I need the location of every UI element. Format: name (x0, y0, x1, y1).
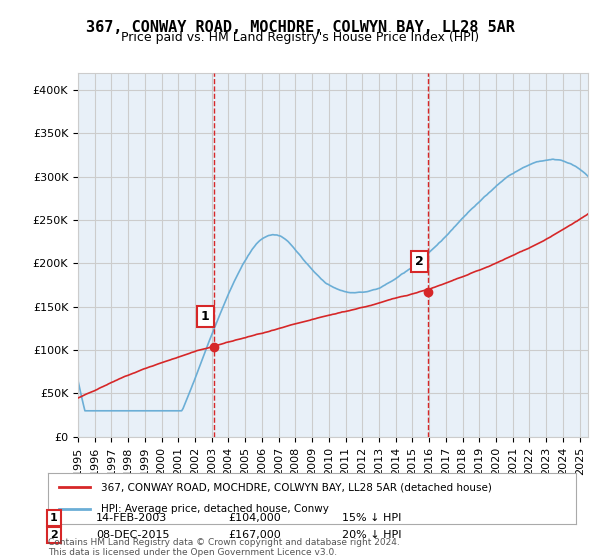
Text: £167,000: £167,000 (228, 530, 281, 540)
Text: Contains HM Land Registry data © Crown copyright and database right 2024.
This d: Contains HM Land Registry data © Crown c… (48, 538, 400, 557)
Text: 08-DEC-2015: 08-DEC-2015 (96, 530, 170, 540)
Text: Price paid vs. HM Land Registry's House Price Index (HPI): Price paid vs. HM Land Registry's House … (121, 31, 479, 44)
Text: HPI: Average price, detached house, Conwy: HPI: Average price, detached house, Conw… (101, 505, 329, 515)
Text: £104,000: £104,000 (228, 513, 281, 523)
Text: 1: 1 (201, 310, 210, 323)
Text: 20% ↓ HPI: 20% ↓ HPI (342, 530, 401, 540)
Text: 2: 2 (50, 530, 58, 540)
Text: 1: 1 (50, 513, 58, 523)
Text: 14-FEB-2003: 14-FEB-2003 (96, 513, 167, 523)
Text: 367, CONWAY ROAD, MOCHDRE, COLWYN BAY, LL28 5AR (detached house): 367, CONWAY ROAD, MOCHDRE, COLWYN BAY, L… (101, 482, 491, 492)
Text: 15% ↓ HPI: 15% ↓ HPI (342, 513, 401, 523)
Text: 367, CONWAY ROAD, MOCHDRE, COLWYN BAY, LL28 5AR: 367, CONWAY ROAD, MOCHDRE, COLWYN BAY, L… (86, 20, 514, 35)
Text: 2: 2 (415, 255, 424, 268)
